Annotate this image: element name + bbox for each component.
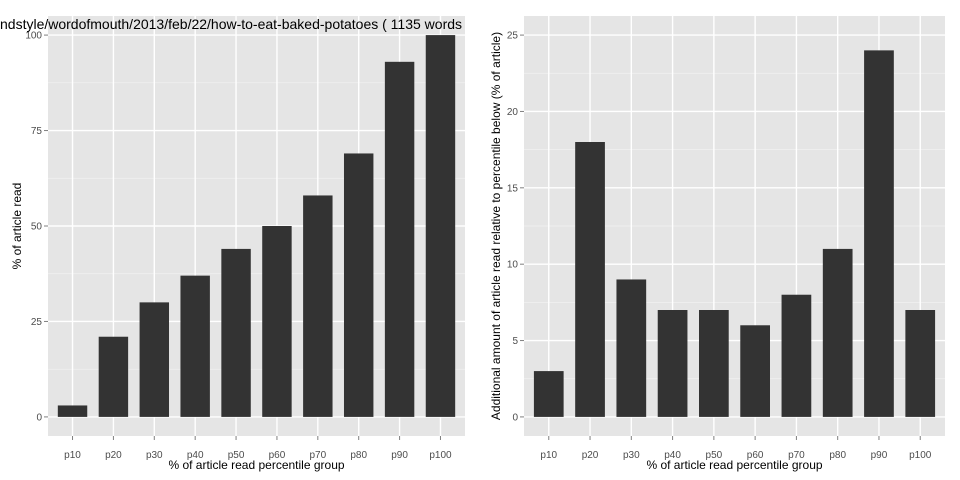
x-tick-label: p30: [623, 450, 640, 461]
x-tick-label: p40: [187, 450, 204, 461]
y-tick-label: 5: [512, 336, 518, 347]
y-tick-label: 50: [31, 222, 43, 233]
bars-left: [57, 35, 456, 417]
bar-p80: [343, 153, 374, 417]
x-axis-label-right: % of article read percentile group: [646, 458, 822, 472]
bar-p30: [616, 279, 647, 417]
bar-p50: [221, 248, 251, 417]
x-tick-label: p20: [105, 450, 122, 461]
x-tick-label: p60: [747, 450, 764, 461]
x-tick-label: p80: [829, 450, 846, 461]
x-tick-label: p70: [309, 450, 326, 461]
x-axis-label-left: % of article read percentile group: [168, 458, 344, 472]
x-tick-label: p60: [269, 450, 286, 461]
bar-p100: [425, 35, 456, 417]
bar-p30: [139, 302, 170, 417]
y-ticks-left: 0 25 50 75 100: [25, 31, 48, 423]
y-axis-label-left: % of article read: [10, 183, 24, 270]
x-tick-label: p50: [706, 450, 723, 461]
x-tick-label: p80: [350, 450, 367, 461]
y-tick-label: 0: [512, 412, 518, 423]
chart-title-left: ndstyle/wordofmouth/2013/feb/22/how-to-e…: [0, 16, 462, 32]
x-tick-label: p30: [146, 450, 163, 461]
bar-p10: [533, 371, 564, 417]
bar-p10: [57, 405, 88, 417]
bar-p90: [384, 61, 415, 417]
y-tick-label: 25: [31, 317, 43, 328]
x-tick-label: p100: [429, 450, 452, 461]
bar-p50: [699, 310, 729, 417]
y-tick-label: 20: [507, 107, 519, 118]
bar-p40: [657, 310, 688, 417]
bars-right: [533, 50, 936, 417]
bar-p70: [781, 294, 812, 417]
y-tick-label: 15: [507, 183, 519, 194]
bar-p40: [180, 275, 210, 417]
bar-p90: [864, 50, 894, 417]
x-tick-label: p90: [871, 450, 888, 461]
y-ticks-right: 0 5 10 15 20 25: [507, 31, 524, 423]
y-axis-label-right: Additional amount of article read relati…: [489, 32, 503, 420]
x-tick-label: p10: [64, 450, 81, 461]
bar-p100: [905, 310, 936, 417]
bar-p20: [98, 336, 129, 417]
y-tick-label: 75: [31, 126, 43, 137]
x-tick-label: p20: [582, 450, 599, 461]
x-tick-label: p100: [909, 450, 932, 461]
y-tick-label: 0: [36, 412, 42, 423]
y-tick-label: 10: [507, 260, 519, 271]
x-tick-label: p70: [788, 450, 805, 461]
bar-p70: [303, 195, 333, 417]
x-tick-label: p90: [391, 450, 408, 461]
x-ticks-right: p10 p20 p30 p40 p50 p60 p70 p80 p90 p100: [540, 436, 932, 461]
bar-p80: [822, 248, 853, 417]
bar-p60: [262, 226, 292, 417]
x-tick-label: p40: [664, 450, 681, 461]
y-tick-label: 100: [25, 31, 42, 42]
bar-p20: [575, 142, 605, 417]
x-tick-label: p50: [228, 450, 245, 461]
y-tick-label: 25: [507, 31, 519, 42]
x-tick-label: p10: [540, 450, 557, 461]
bar-p60: [740, 325, 770, 417]
x-ticks-left: p10 p20 p30 p40 p50 p60 p70 p80 p90 p100: [64, 436, 452, 461]
